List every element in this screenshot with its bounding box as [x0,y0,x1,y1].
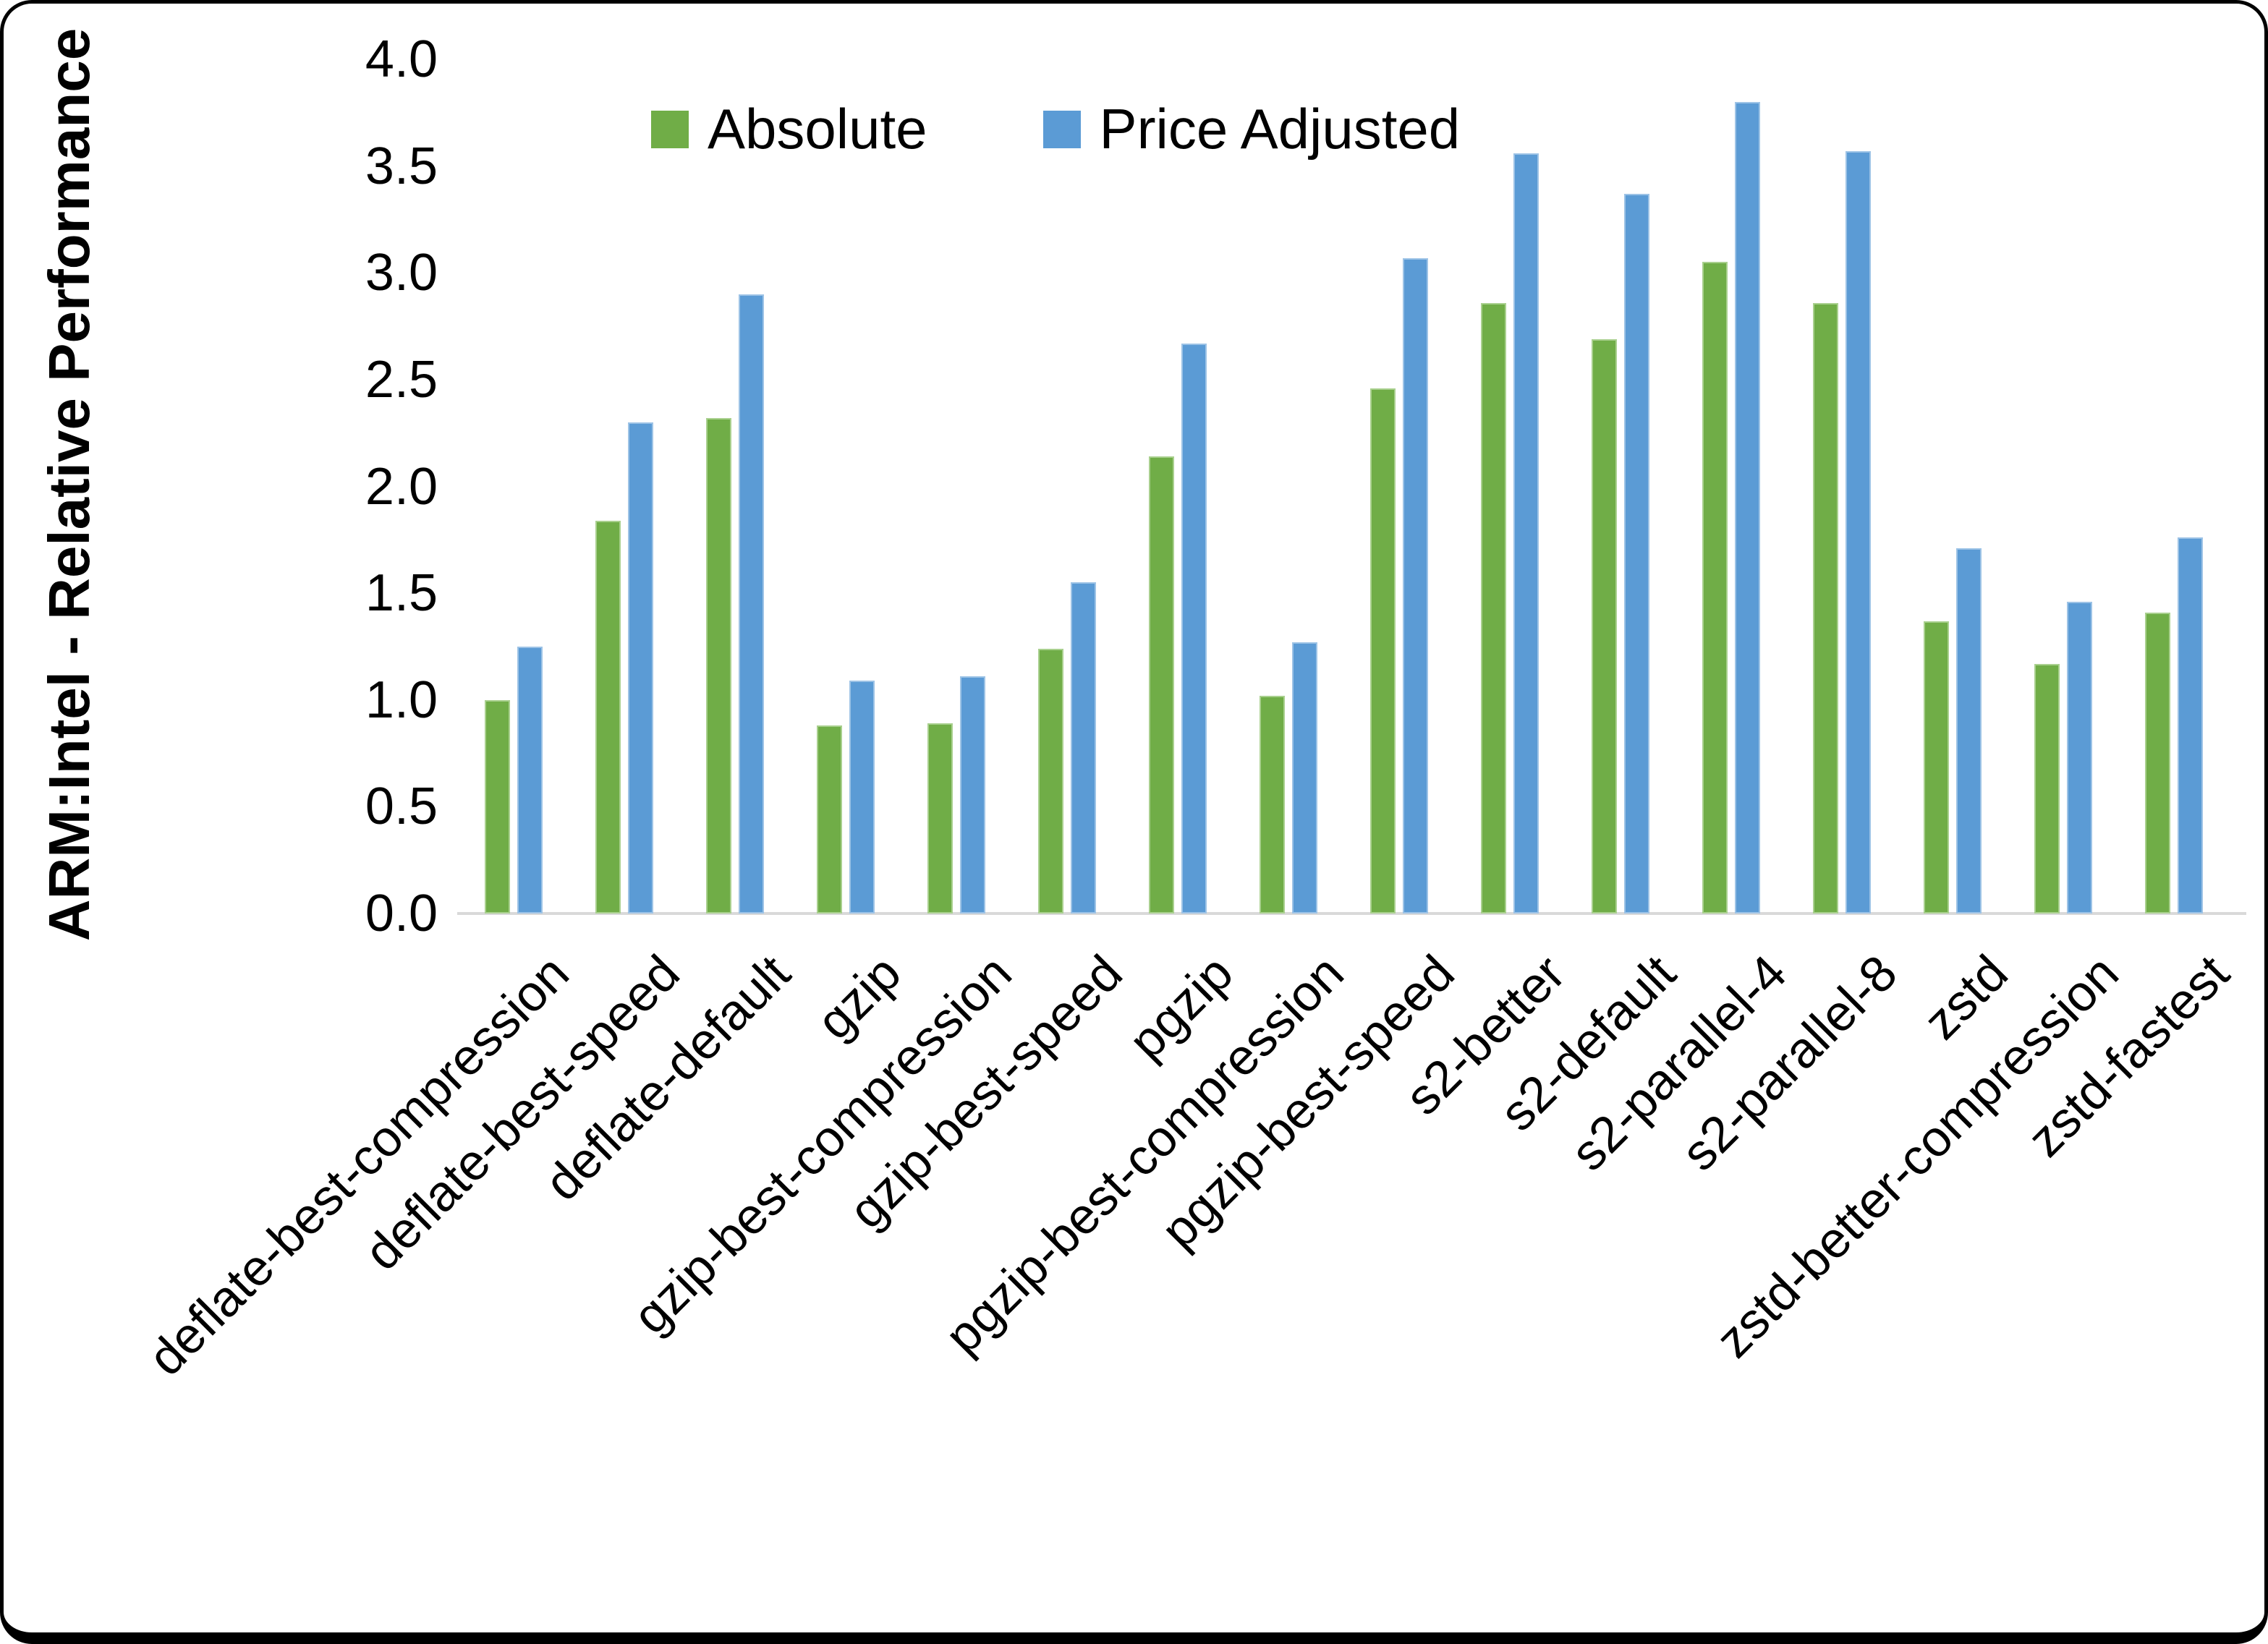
bar-absolute-s2-default [1592,338,1617,913]
legend: Absolute Price Adjusted [651,96,1460,162]
y-tick-label: 1.5 [365,564,438,623]
bar-price-adjusted-deflate-default [739,294,764,913]
y-tick-label: 3.5 [365,137,438,195]
bar-price-adjusted-s2-default [1624,194,1649,913]
y-tick-label: 3.0 [365,244,438,302]
bar-price-adjusted-deflate-best-compression [517,646,543,913]
bar-price-adjusted-gzip [849,681,875,913]
y-tick-label: 0.5 [365,778,438,836]
y-tick-label: 2.0 [365,457,438,516]
bar-absolute-s2-parallel-8 [1813,302,1838,913]
legend-label-absolute: Absolute [708,97,927,161]
y-tick-label: 2.5 [365,350,438,409]
bar-absolute-deflate-best-compression [485,699,510,913]
bar-absolute-gzip [817,725,842,913]
bar-price-adjusted-pgzip [1181,343,1207,913]
bar-absolute-s2-parallel-4 [1702,262,1728,913]
bar-absolute-pgzip-best-compression [1260,695,1285,913]
x-axis-line [457,912,2246,915]
bar-absolute-gzip-best-compression [927,723,953,913]
bar-price-adjusted-s2-parallel-4 [1735,102,1760,913]
y-tick-label: 4.0 [365,30,438,88]
bar-absolute-pgzip-best-speed [1370,388,1396,913]
bar-absolute-zstd-fastest [2145,612,2170,913]
bar-absolute-zstd [1924,621,1949,913]
legend-swatch-absolute-icon [651,110,689,148]
bar-absolute-pgzip [1149,456,1174,913]
legend-item-absolute: Absolute [651,96,927,162]
bar-price-adjusted-zstd [1956,548,1982,913]
bar-price-adjusted-deflate-best-speed [628,422,653,913]
bar-price-adjusted-zstd-fastest [2178,537,2203,913]
bar-absolute-zstd-better-compression [2034,663,2060,913]
legend-label-price-adjusted: Price Adjusted [1099,97,1461,161]
bar-price-adjusted-s2-better [1513,153,1539,913]
bar-price-adjusted-pgzip-best-compression [1292,642,1317,913]
bar-price-adjusted-zstd-better-compression [2067,601,2092,913]
bar-price-adjusted-pgzip-best-speed [1403,257,1428,913]
y-axis-title: ARM:Intel - Relative Performance [37,27,101,942]
legend-item-price-adjusted: Price Adjusted [1042,96,1461,162]
bar-absolute-deflate-default [706,418,731,913]
bar-absolute-gzip-best-speed [1038,648,1063,913]
bar-absolute-s2-better [1481,302,1506,913]
legend-swatch-price-adjusted-icon [1042,110,1081,148]
bar-price-adjusted-s2-parallel-8 [1846,150,1871,913]
bar-absolute-deflate-best-speed [595,520,621,913]
bar-price-adjusted-gzip-best-speed [1071,582,1096,913]
bar-price-adjusted-gzip-best-compression [960,676,985,913]
y-tick-label: 0.0 [365,885,438,942]
y-tick-label: 1.0 [365,670,438,729]
